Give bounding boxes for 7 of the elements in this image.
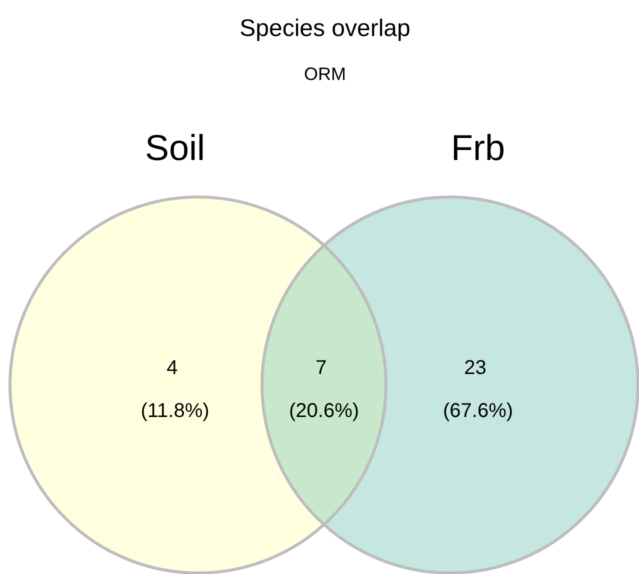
data-label: 23 (67.6%) [442,357,514,422]
data-label: 4 (11.8%) [140,357,210,422]
text: ORM [304,64,346,84]
text: Species overlap [240,15,410,42]
category-label: Soil [144,127,206,168]
category-label: Frb [451,127,505,168]
data-label: 7 (20.6%) [288,357,360,422]
